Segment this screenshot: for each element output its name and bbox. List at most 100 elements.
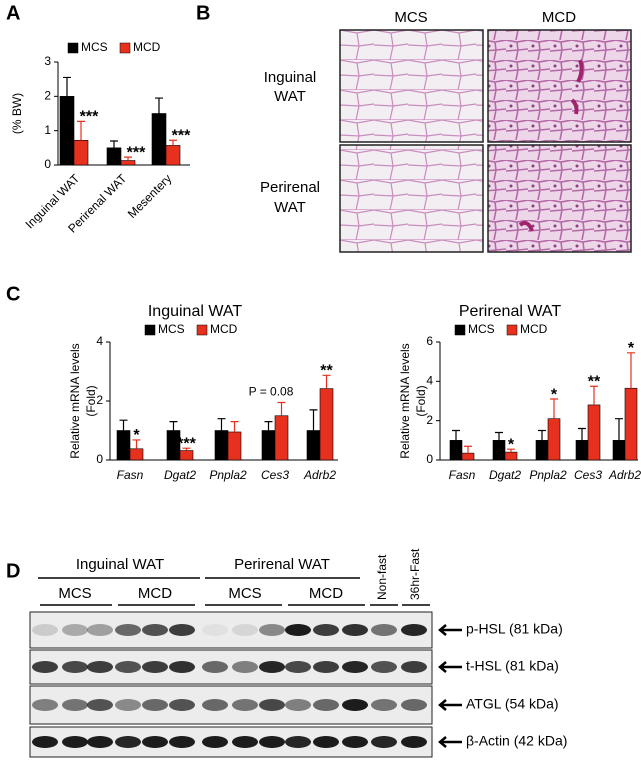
group-label: Inguinal WAT [76,556,164,573]
blot-band [285,624,311,636]
error-bar [169,421,178,431]
bar [547,418,561,461]
lane-label: Non-fast [375,554,389,600]
blot-band [401,661,427,673]
blot-band [142,624,168,636]
row-label: Perirenal [260,179,320,196]
blot-band [259,624,285,636]
error-bar [169,139,177,146]
y-tick-label: 3 [44,54,51,68]
error-bar [452,429,460,441]
y-tick-label: 2 [44,89,51,103]
error-bar [627,352,635,389]
blot-band [87,624,113,636]
blot-band [62,624,88,636]
blot-band [87,661,113,673]
y-axis-label: Relative mRNA levels [398,343,412,458]
blot-band [32,624,58,636]
y-axis-label: (Fold) [84,385,98,416]
error-bar [309,409,318,431]
error-bar [495,431,503,441]
error-bar [538,429,546,441]
error-bar [277,401,286,416]
bar [59,96,75,166]
blot-band [202,661,228,673]
blot-band [342,736,368,748]
x-tick-label: Pnpla2 [529,468,567,482]
error-bar [578,427,586,441]
error-bar [264,421,273,431]
error-bar [155,97,163,114]
blot-band [401,624,427,636]
y-tick-label: 0 [96,452,103,466]
legend-label: MCS [81,40,108,54]
panel-label: B [196,2,210,24]
blot-band [169,736,195,748]
blot-band [313,699,339,711]
blot-band [169,699,195,711]
column-label: MCS [394,9,427,26]
blot-band [371,736,397,748]
x-tick-label: Dgat2 [164,468,196,482]
arrow [438,736,462,748]
bar [612,440,626,461]
x-tick-label: Dgat2 [489,468,521,482]
bar [129,448,144,461]
error-bar [550,398,558,419]
blot-band [142,661,168,673]
blot-band [115,624,141,636]
y-tick-label: 4 [96,334,103,348]
blot-band [285,661,311,673]
blot-band [371,661,397,673]
bar [261,430,276,461]
row-label: Inguinal [264,69,317,86]
annotation: *** [80,109,99,126]
y-tick-label: 4 [426,374,433,388]
error-bar [63,76,71,97]
annotation: ** [588,373,601,390]
panel-label: A [6,2,20,24]
legend-label: MCD [133,40,161,54]
column-label: MCD [542,9,576,26]
annotation: *** [127,144,146,161]
y-tick-label: 6 [426,334,433,348]
x-tick-label: Pnpla2 [209,468,247,482]
blot-label: p-HSL (81 kDa) [466,621,563,637]
blot-band [285,736,311,748]
bar [116,430,131,461]
legend-swatch [144,324,156,336]
lane-label: 36hr-Fast [408,548,422,600]
legend-swatch [119,42,131,54]
panel-label: C [6,283,20,305]
blot-band [169,661,195,673]
bar [624,387,638,461]
row-label: WAT [274,199,306,216]
blot-band [401,736,427,748]
bar [106,147,122,166]
legend-swatch [454,324,466,336]
micrograph [339,29,484,143]
legend-label: MCS [158,322,185,336]
group-label: Perirenal WAT [234,556,330,573]
blot-band [62,736,88,748]
error-bar [217,418,226,431]
subgroup-label: MCS [228,585,261,602]
error-bar [230,421,239,432]
blot-band [371,699,397,711]
blot-band [142,736,168,748]
error-bar [77,120,85,141]
blot-label: ATGL (54 kDa) [466,696,559,712]
x-tick-label: Fasn [117,468,144,482]
y-axis-label: (% BW) [10,93,24,134]
subgroup-label: MCD [138,585,172,602]
bar [227,431,242,461]
bar [274,415,289,461]
y-tick-label: 0 [426,452,433,466]
blot-band [259,736,285,748]
error-bar [132,439,141,449]
blot-band [285,699,311,711]
bar [319,388,334,461]
x-tick-label: Fasn [449,468,476,482]
annotation: *** [177,435,196,452]
x-tick-label: Ces3 [574,468,602,482]
